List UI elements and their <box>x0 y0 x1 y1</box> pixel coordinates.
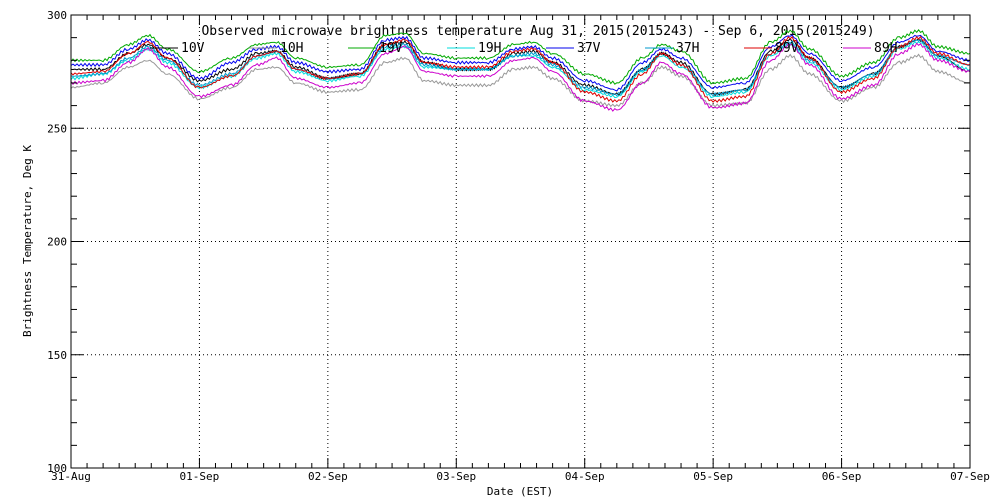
legend-label-19v: 19V <box>379 41 403 56</box>
legend: 10V 10H 19V 19H 37V 37H 89V 89H <box>150 41 897 56</box>
legend-label-89v: 89V <box>775 41 799 56</box>
x-tick-label: 07-Sep <box>950 470 990 483</box>
x-tick-label: 03-Sep <box>436 470 476 483</box>
legend-label-19h: 19H <box>478 41 501 56</box>
x-tick-label: 04-Sep <box>565 470 605 483</box>
y-tick-label: 250 <box>47 122 67 135</box>
x-tick-label: 01-Sep <box>180 470 220 483</box>
x-tick-label: 31-Aug <box>51 470 91 483</box>
chart-title: Observed microwave brightness temperatur… <box>201 24 874 39</box>
x-axis-label: Date (EST) <box>487 485 553 498</box>
series-line-89v <box>70 35 971 103</box>
legend-label-10h: 10H <box>280 41 303 56</box>
y-tick-label: 100 <box>47 462 67 475</box>
x-tick-label: 02-Sep <box>308 470 348 483</box>
grid-lines <box>71 15 970 468</box>
series-line-10h <box>70 53 971 108</box>
legend-label-37h: 37H <box>676 41 699 56</box>
y-tick-label: 150 <box>47 349 67 362</box>
legend-label-10v: 10V <box>181 41 205 56</box>
axes: 100 150 200 250 300 31-Aug 01-Sep 02-Sep 03-Sep 0… <box>47 9 990 483</box>
series-line-89h <box>70 42 971 112</box>
x-tick-label: 06-Sep <box>822 470 862 483</box>
series-lines <box>70 28 971 112</box>
y-tick-label: 300 <box>47 9 67 22</box>
y-axis-label: Brightness Temperature, Deg K <box>21 145 34 337</box>
legend-label-37v: 37V <box>577 41 601 56</box>
x-tick-label: 05-Sep <box>693 470 733 483</box>
y-tick-label: 200 <box>47 236 67 249</box>
legend-label-89h: 89H <box>874 41 897 56</box>
series-line-37v <box>70 34 971 92</box>
series-line-19v <box>70 28 971 85</box>
